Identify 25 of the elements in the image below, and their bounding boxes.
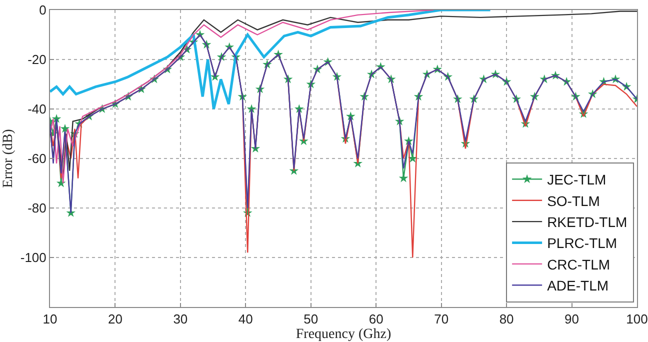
x-tick-label: 20 — [108, 312, 122, 327]
legend-label: JEC-TLM — [547, 172, 606, 188]
y-tick-label: 0 — [39, 2, 46, 18]
legend-label: PLRC-TLM — [547, 235, 618, 252]
x-tick-label: 60 — [368, 312, 384, 327]
legend-label: ADE-TLM — [547, 278, 609, 294]
x-tick-label: 50 — [304, 312, 318, 327]
y-tick-label: -100 — [20, 250, 46, 266]
x-tick-label: 100 — [626, 312, 648, 327]
y-tick-label: -60 — [28, 151, 46, 166]
y-tick-label: -40 — [28, 102, 46, 117]
x-tick-label: 70 — [434, 312, 449, 327]
legend-label: RKETD-TLM — [547, 214, 628, 230]
y-tick-label: -80 — [28, 200, 46, 216]
x-tick-label: 40 — [238, 312, 253, 327]
x-tick-label: 90 — [564, 312, 580, 327]
x-axis-title: Frequency (Ghz) — [296, 326, 392, 342]
legend-label: CRC-TLM — [547, 256, 610, 272]
y-axis-title: Error (dB) — [0, 128, 16, 188]
legend-label: SO-TLM — [547, 192, 600, 209]
x-tick-label: 30 — [173, 312, 188, 327]
y-tick-label: -20 — [28, 52, 46, 68]
line-series — [50, 10, 492, 110]
x-tick-label: 10 — [42, 312, 58, 327]
x-tick-label: 80 — [499, 312, 514, 327]
